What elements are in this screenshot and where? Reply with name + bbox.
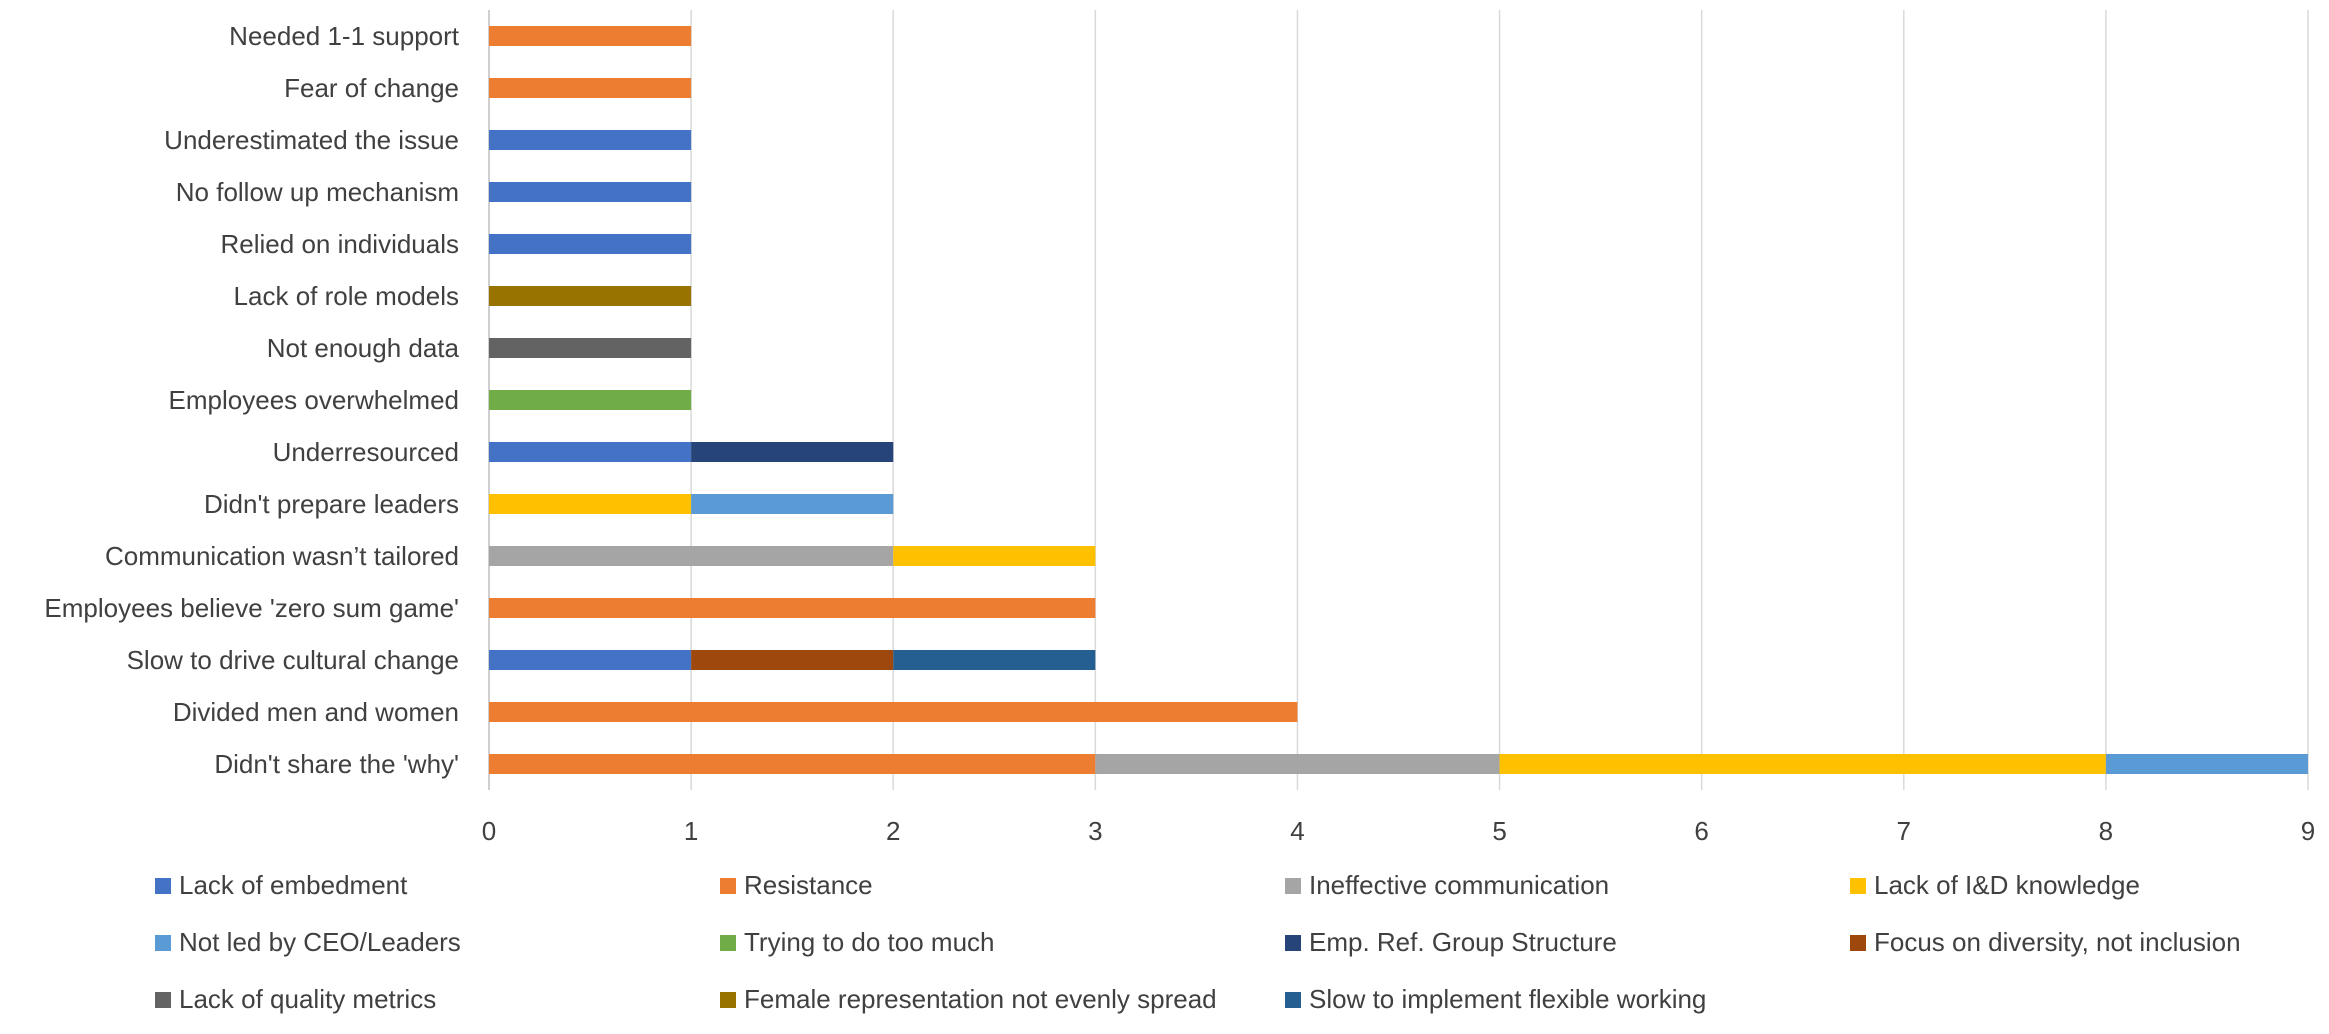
category-label: Relied on individuals	[221, 229, 459, 259]
bar-segment	[893, 546, 1096, 566]
category-label: Underestimated the issue	[164, 125, 459, 155]
category-label: Fear of change	[284, 73, 459, 103]
bar-segment	[489, 754, 1096, 774]
legend-label: Ineffective communication	[1309, 870, 1610, 900]
legend-swatch	[720, 934, 736, 951]
category-label: No follow up mechanism	[176, 177, 459, 207]
category-label: Employees overwhelmed	[169, 385, 459, 415]
legend-item: Ineffective communication	[1285, 870, 1609, 901]
x-tick-label: 0	[482, 816, 496, 846]
bar-segment	[489, 338, 692, 358]
category-label: Lack of role models	[234, 281, 459, 311]
legend-label: Lack of embedment	[179, 870, 408, 900]
bar-segment	[489, 234, 692, 254]
category-label: Not enough data	[267, 333, 460, 363]
legend-label: Emp. Ref. Group Structure	[1309, 927, 1617, 957]
legend-item: Lack of I&D knowledge	[1850, 870, 2140, 901]
bar-segment	[489, 702, 1298, 722]
category-label: Didn't prepare leaders	[204, 489, 459, 519]
bar-segment	[489, 650, 692, 670]
x-tick-label: 5	[1492, 816, 1506, 846]
legend-swatch	[720, 991, 736, 1008]
legend-swatch	[155, 877, 171, 894]
bar-segment	[489, 494, 692, 514]
bar-segment	[691, 442, 894, 462]
x-tick-label: 3	[1088, 816, 1102, 846]
category-label: Underresourced	[273, 437, 459, 467]
category-labels: Needed 1-1 support Fear of change Underest…	[44, 21, 459, 779]
bar-segment	[1499, 754, 2106, 774]
category-label: Needed 1-1 support	[229, 21, 460, 51]
bar-segment	[893, 650, 1096, 670]
legend-swatch	[1285, 991, 1301, 1008]
legend-label: Focus on diversity, not inclusion	[1874, 927, 2241, 957]
legend-swatch	[155, 991, 171, 1008]
x-tick-label: 2	[886, 816, 900, 846]
legend-label: Slow to implement flexible working	[1309, 984, 1707, 1014]
legend-label: Lack of I&D knowledge	[1874, 870, 2140, 900]
bar-segment	[489, 182, 692, 202]
legend-label: Trying to do too much	[744, 927, 995, 957]
bar-segment	[489, 390, 692, 410]
legend-swatch	[1850, 934, 1866, 951]
gridlines	[488, 10, 2309, 790]
bar-segment	[489, 286, 692, 306]
bar-segment	[489, 546, 894, 566]
legend-swatch	[1285, 934, 1301, 951]
legend-item: Slow to implement flexible working	[1285, 984, 1706, 1015]
legend-label: Resistance	[744, 870, 873, 900]
bar-segment	[691, 650, 894, 670]
category-label: Didn't share the 'why'	[214, 749, 459, 779]
category-label: Slow to drive cultural change	[127, 645, 459, 675]
legend-swatch	[1850, 877, 1866, 894]
x-tick-label: 9	[2301, 816, 2315, 846]
bar-segment	[2105, 754, 2308, 774]
legend-item: Trying to do too much	[720, 927, 995, 958]
category-label: Communication wasn’t tailored	[105, 541, 459, 571]
x-tick-label: 7	[1897, 816, 1911, 846]
bar-segment	[489, 78, 692, 98]
legend-item: Focus on diversity, not inclusion	[1850, 927, 2241, 958]
x-tick-label: 4	[1290, 816, 1304, 846]
bar-segment	[489, 598, 1096, 618]
x-tick-label: 6	[1694, 816, 1708, 846]
legend-item: Lack of embedment	[155, 870, 407, 901]
legend-item: Not led by CEO/Leaders	[155, 927, 461, 958]
legend-item: Female representation not evenly spread	[720, 984, 1217, 1015]
legend-item: Lack of quality metrics	[155, 984, 436, 1015]
x-tick-label: 1	[684, 816, 698, 846]
bars	[489, 26, 2308, 774]
legend-swatch	[720, 877, 736, 894]
category-label: Divided men and women	[173, 697, 459, 727]
legend-swatch	[1285, 877, 1301, 894]
legend-swatch	[155, 934, 171, 951]
bar-segment	[1095, 754, 1500, 774]
x-tick-labels: 0 1 2 3 4 5 6 7 8 9	[482, 816, 2315, 846]
legend-item: Emp. Ref. Group Structure	[1285, 927, 1617, 958]
bar-segment	[489, 442, 692, 462]
legend-label: Lack of quality metrics	[179, 984, 437, 1014]
legend-label: Female representation not evenly spread	[744, 984, 1217, 1014]
legend-label: Not led by CEO/Leaders	[179, 927, 461, 957]
bar-segment	[489, 26, 692, 46]
x-tick-label: 8	[2099, 816, 2113, 846]
category-label: Employees believe 'zero sum game'	[44, 593, 459, 623]
bar-segment	[691, 494, 894, 514]
legend-item: Resistance	[720, 870, 873, 901]
bar-segment	[489, 130, 692, 150]
legend: Lack of embedment Resistance Ineffective c…	[0, 860, 2329, 1034]
